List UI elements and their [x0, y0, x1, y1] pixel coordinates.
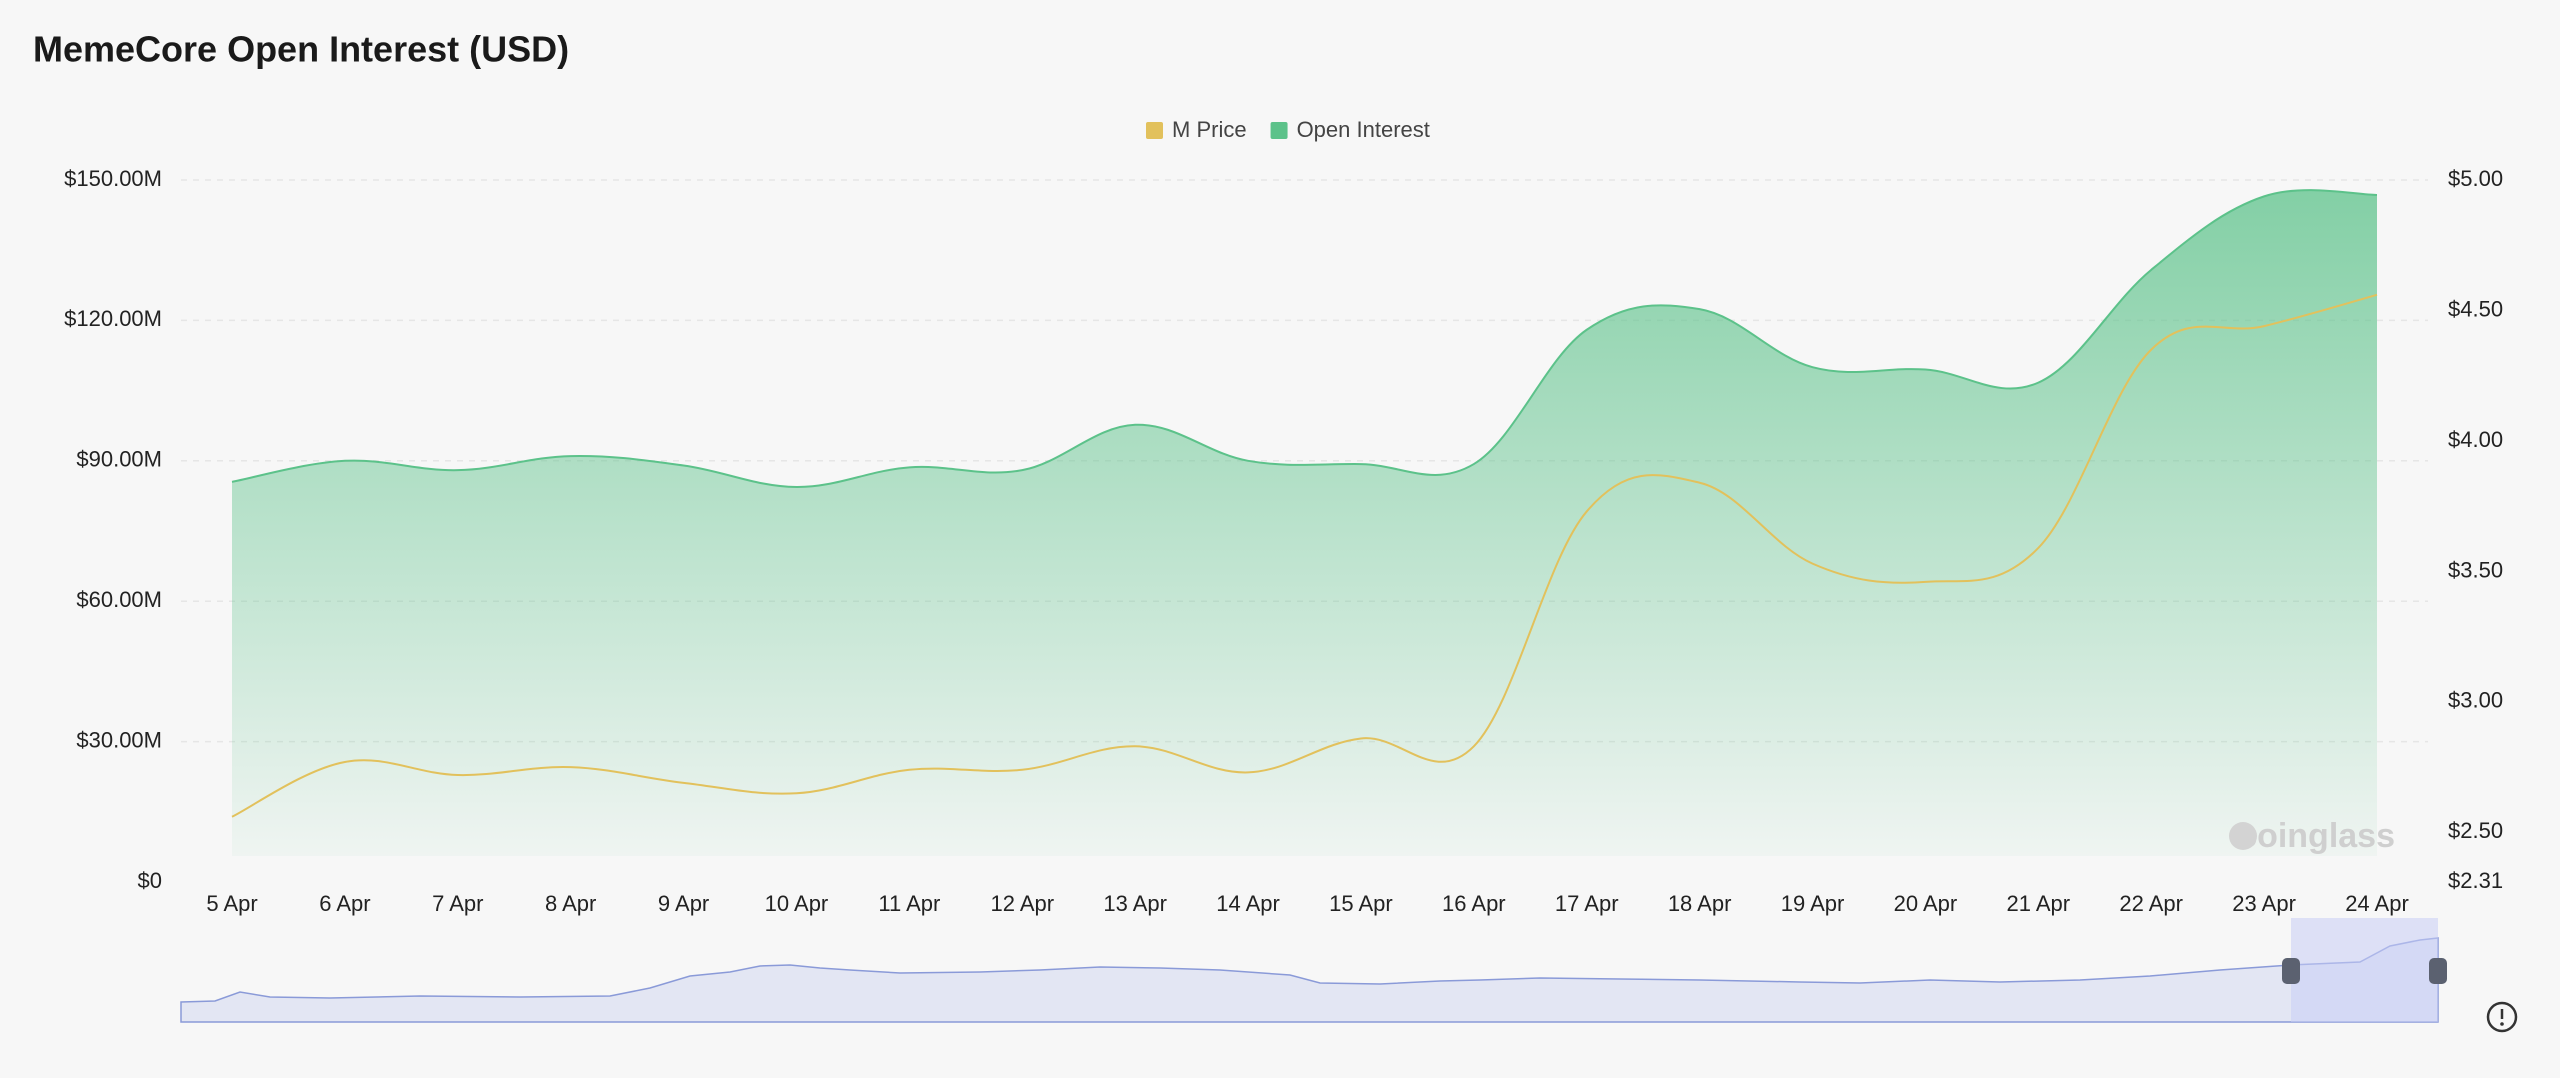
y-tick-label: $0 — [138, 868, 162, 893]
y-tick-label: $120.00M — [64, 306, 162, 331]
x-tick-label: 8 Apr — [545, 891, 596, 916]
y2-tick-label: $5.00 — [2448, 166, 2503, 191]
y2-tick-label: $3.50 — [2448, 557, 2503, 582]
y2-tick-label: $3.00 — [2448, 688, 2503, 713]
y-tick-label: $150.00M — [64, 166, 162, 191]
x-tick-label: 24 Apr — [2345, 891, 2409, 916]
chart-title: MemeCore Open Interest (USD) — [33, 29, 569, 70]
watermark: coinglass — [2238, 817, 2395, 855]
legend-swatch — [1146, 122, 1163, 139]
x-tick-label: 22 Apr — [2119, 891, 2183, 916]
legend: M Price Open Interest — [1146, 117, 1430, 142]
x-tick-label: 11 Apr — [878, 891, 940, 916]
legend-label: Open Interest — [1297, 117, 1430, 142]
feedback-icon[interactable] — [2486, 1001, 2518, 1033]
x-tick-label: 7 Apr — [432, 891, 483, 916]
y-tick-label: $90.00M — [76, 447, 162, 472]
x-tick-label: 6 Apr — [319, 891, 370, 916]
navigator — [180, 918, 2447, 1023]
navigator-handle-right[interactable] — [2429, 958, 2447, 984]
plot — [231, 189, 2378, 857]
x-tick-label: 18 Apr — [1668, 891, 1732, 916]
y-tick-label: $60.00M — [76, 587, 162, 612]
x-tick-label: 17 Apr — [1555, 891, 1619, 916]
x-tick-label: 14 Apr — [1216, 891, 1280, 916]
x-tick-label: 10 Apr — [765, 891, 829, 916]
y2-tick-label: $4.50 — [2448, 296, 2503, 321]
navigator-selection[interactable] — [2291, 918, 2438, 1022]
watermark-logo — [2229, 822, 2257, 850]
x-tick-label: 15 Apr — [1329, 891, 1393, 916]
line — [231, 293, 2378, 818]
x-tick-label: 20 Apr — [1894, 891, 1958, 916]
x-tick-label: 23 Apr — [2232, 891, 2296, 916]
navigator-handle-left[interactable] — [2282, 958, 2300, 984]
legend-label: M Price — [1172, 117, 1247, 142]
area — [232, 190, 2377, 857]
y2-tick-label: $4.00 — [2448, 427, 2503, 452]
x-tick-label: 16 Apr — [1442, 891, 1506, 916]
x-tick-label: 19 Apr — [1781, 891, 1845, 916]
y2-tick-label: $2.50 — [2448, 818, 2503, 843]
x-tick-label: 12 Apr — [990, 891, 1054, 916]
x-tick-label: 5 Apr — [206, 891, 257, 916]
area-line — [231, 189, 2378, 489]
navigator-series — [180, 937, 2439, 1023]
x-tick-label: 21 Apr — [2007, 891, 2071, 916]
y2-tick-label: $2.31 — [2448, 868, 2503, 893]
x-tick-label: 9 Apr — [658, 891, 709, 916]
x-tick-label: 13 Apr — [1103, 891, 1167, 916]
y-tick-label: $30.00M — [76, 727, 162, 752]
legend-swatch — [1270, 122, 1288, 139]
